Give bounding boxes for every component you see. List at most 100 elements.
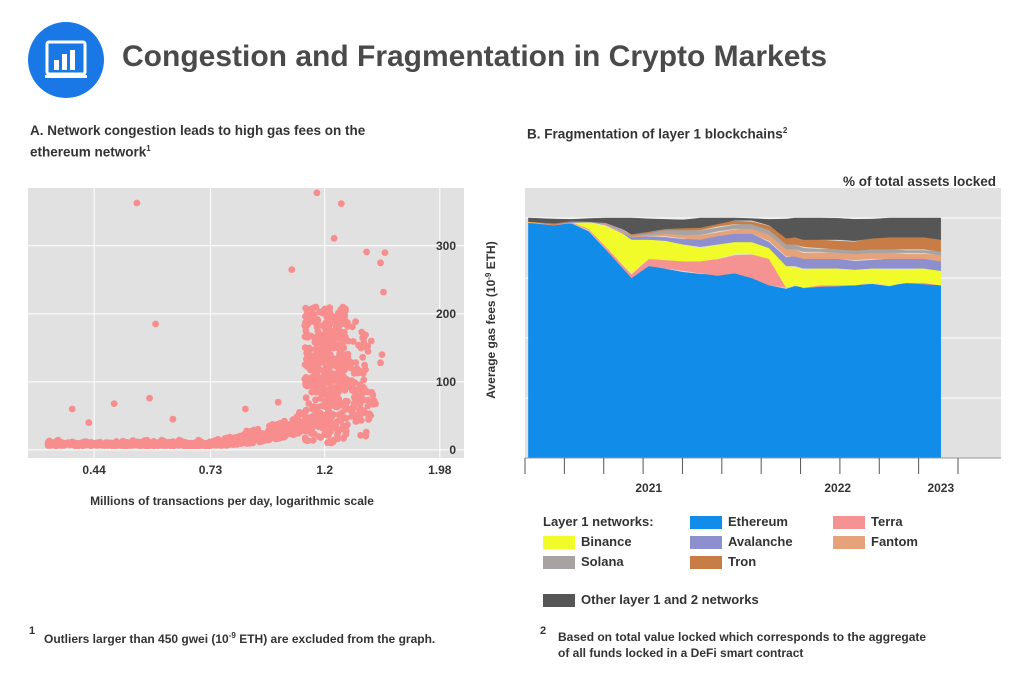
legend-label-terra: Terra bbox=[871, 514, 903, 529]
scatter-point bbox=[348, 359, 355, 367]
scatter-point bbox=[356, 406, 363, 414]
scatter-point bbox=[168, 441, 175, 449]
scatter-point bbox=[341, 311, 349, 319]
legend-swatch-binance bbox=[543, 536, 575, 549]
scatter-point bbox=[323, 427, 331, 435]
scatter-point bbox=[344, 421, 351, 429]
area-layer-other-layer-1-and-2-networks bbox=[528, 217, 941, 242]
scatter-point bbox=[323, 402, 331, 409]
scatter-point bbox=[331, 334, 338, 341]
legend-label-other-layer-1-and-2-networks: Other layer 1 and 2 networks bbox=[581, 592, 759, 607]
area-x-tick-label: 2023 bbox=[927, 481, 954, 495]
scatter-point bbox=[325, 376, 333, 384]
scatter-point bbox=[242, 438, 250, 446]
scatter-point bbox=[326, 362, 334, 370]
scatter-point bbox=[313, 362, 320, 370]
scatter-point bbox=[352, 414, 360, 422]
panel-a-title: A. Network congestion leads to high gas … bbox=[30, 122, 365, 162]
legend-label-tron: Tron bbox=[728, 554, 757, 569]
scatter-point bbox=[301, 408, 309, 416]
scatter-y-tick-label: 200 bbox=[436, 307, 456, 321]
scatter-point bbox=[87, 442, 95, 449]
scatter-point bbox=[324, 349, 332, 357]
scatter-point bbox=[307, 379, 315, 387]
scatter-point bbox=[296, 428, 304, 436]
scatter-point bbox=[120, 441, 127, 449]
footnote-1-text-a: Outliers larger than 450 gwei (10 bbox=[44, 632, 229, 646]
footnote-1: Outliers larger than 450 gwei (10-9 ETH)… bbox=[44, 628, 435, 647]
area-layer-avalanche bbox=[528, 220, 941, 272]
area-x-tick-label: 2022 bbox=[824, 481, 851, 495]
scatter-point bbox=[143, 438, 151, 445]
scatter-point bbox=[309, 437, 317, 444]
footnote-1-sup: -9 bbox=[228, 631, 236, 640]
footnote-1-number: 1 bbox=[29, 625, 36, 637]
scatter-point bbox=[135, 440, 143, 448]
scatter-point bbox=[97, 440, 104, 447]
scatter-point bbox=[285, 428, 293, 435]
scatter-point bbox=[243, 427, 251, 435]
bar-chart-icon bbox=[28, 22, 104, 98]
footnote-1-text-b: ETH) are excluded from the graph. bbox=[235, 632, 436, 646]
scatter-point bbox=[365, 410, 372, 418]
scatter-point bbox=[313, 353, 321, 361]
legend-label-avalanche: Avalanche bbox=[728, 534, 793, 549]
area-layers bbox=[528, 217, 941, 459]
legend-swatch-other-layer-1-and-2-networks bbox=[543, 594, 575, 607]
scatter-point bbox=[349, 338, 357, 345]
scatter-point bbox=[309, 357, 316, 364]
scatter-point bbox=[169, 415, 177, 423]
scatter-chart: 0.44 0.73 1.2 1.98 0 100 200 300 Millions of t… bbox=[28, 188, 498, 508]
scatter-point bbox=[347, 364, 355, 372]
scatter-x-tick-label: 0.73 bbox=[199, 463, 223, 477]
scatter-point bbox=[380, 288, 387, 296]
scatter-point bbox=[112, 440, 120, 447]
scatter-point bbox=[242, 405, 249, 413]
scatter-point bbox=[318, 336, 326, 344]
scatter-point bbox=[312, 388, 320, 396]
scatter-x-tick-label: 1.98 bbox=[428, 463, 452, 477]
scatter-point bbox=[280, 422, 287, 429]
scatter-point bbox=[133, 199, 141, 207]
scatter-point bbox=[357, 431, 364, 439]
scatter-point bbox=[323, 390, 331, 398]
scatter-x-ticks: 0.44 0.73 1.2 1.98 bbox=[82, 463, 451, 477]
scatter-point bbox=[343, 379, 351, 387]
legend-swatch-solana bbox=[543, 556, 575, 569]
scatter-point bbox=[340, 434, 347, 442]
scatter-point bbox=[305, 400, 313, 407]
scatter-point bbox=[183, 440, 190, 448]
scatter-y-tick-label: 300 bbox=[436, 239, 456, 253]
scatter-point bbox=[85, 419, 93, 426]
scatter-point bbox=[293, 413, 301, 421]
scatter-point bbox=[334, 427, 341, 434]
panel-b-title-text: B. Fragmentation of layer 1 blockchains bbox=[527, 126, 783, 142]
scatter-point bbox=[273, 432, 281, 440]
scatter-point bbox=[347, 407, 355, 414]
scatter-point bbox=[313, 375, 320, 382]
scatter-point bbox=[367, 337, 375, 345]
scatter-point bbox=[356, 401, 364, 408]
scatter-point bbox=[337, 200, 345, 207]
scatter-point bbox=[364, 396, 372, 404]
scatter-point bbox=[358, 328, 366, 336]
scatter-point bbox=[363, 248, 370, 256]
scatter-point bbox=[301, 375, 309, 383]
scatter-point bbox=[360, 376, 368, 384]
scatter-point bbox=[322, 355, 330, 362]
scatter-point bbox=[209, 441, 217, 448]
scatter-point bbox=[330, 234, 338, 242]
scatter-point bbox=[359, 353, 367, 361]
scatter-point bbox=[344, 398, 351, 405]
scatter-point bbox=[325, 324, 332, 331]
legend-swatch-ethereum bbox=[690, 516, 722, 529]
scatter-x-axis-label: Millions of transactions per day, logari… bbox=[90, 494, 374, 508]
scatter-point bbox=[303, 307, 311, 315]
scatter-point bbox=[308, 314, 315, 322]
panel-a-footnote-ref: 1 bbox=[146, 144, 151, 153]
scatter-point bbox=[331, 362, 339, 370]
scatter-point bbox=[322, 411, 330, 418]
footnote-2-line1: Based on total value locked which corres… bbox=[558, 630, 927, 644]
scatter-point bbox=[315, 403, 323, 411]
scatter-point bbox=[305, 428, 313, 435]
